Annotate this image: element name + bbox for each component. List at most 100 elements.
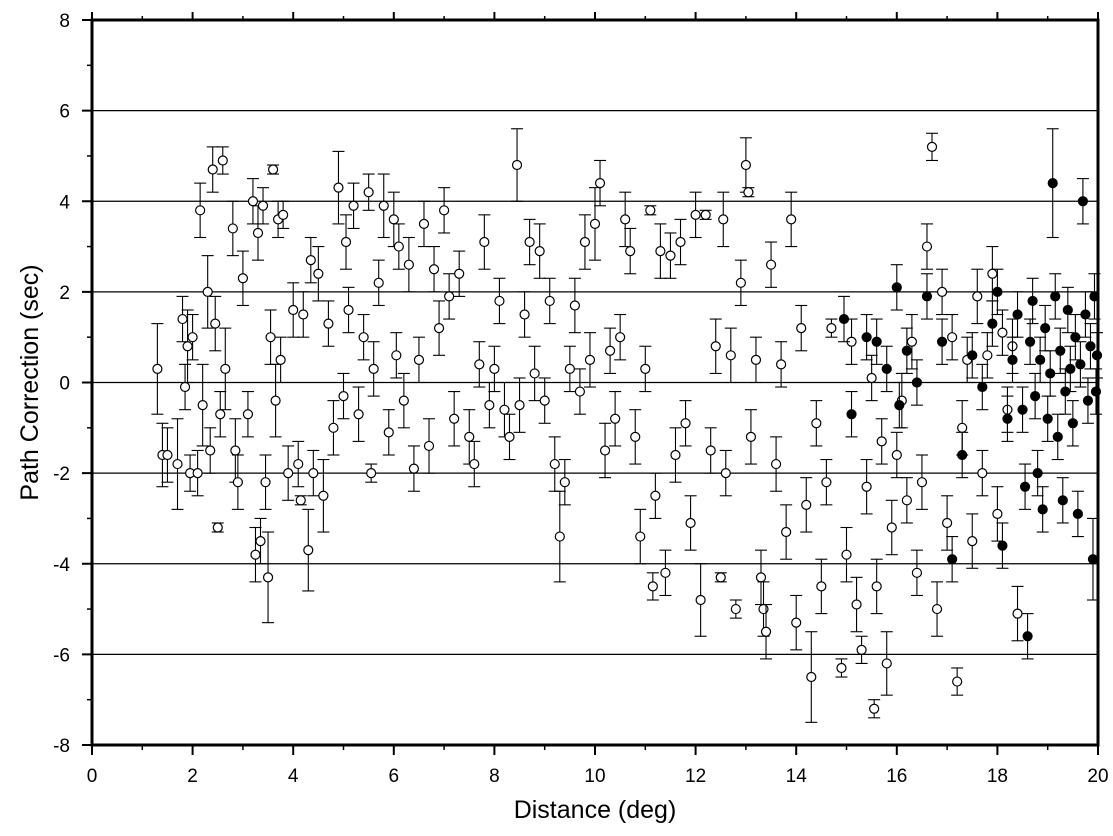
data-point-filled <box>1055 345 1066 356</box>
x-tick-label: 14 <box>786 766 808 787</box>
data-point-open <box>826 323 837 334</box>
data-point-open <box>821 477 832 488</box>
data-point-open <box>348 200 359 211</box>
data-point-open <box>539 395 550 406</box>
data-point-open <box>172 458 183 470</box>
data-point-open <box>866 372 877 384</box>
data-point-open <box>720 468 731 479</box>
data-point-open <box>670 449 681 461</box>
data-point-open <box>589 218 601 230</box>
data-point-open <box>464 431 475 442</box>
data-point-filled <box>1045 368 1056 379</box>
data-point-open <box>871 581 882 592</box>
data-point-open <box>625 245 636 257</box>
data-point-open <box>987 268 998 279</box>
data-point-open <box>916 477 928 488</box>
data-point-open <box>856 644 867 655</box>
data-point-open <box>504 431 515 442</box>
data-point-filled <box>1030 390 1041 402</box>
data-point-filled <box>1032 468 1043 479</box>
data-point-filled <box>901 345 912 356</box>
data-point-open <box>574 386 586 397</box>
data-point-filled <box>1057 495 1068 506</box>
x-tick-label: 10 <box>584 766 605 787</box>
data-point-open <box>630 431 641 442</box>
data-point-open <box>313 268 324 279</box>
data-point-open <box>730 603 741 615</box>
data-point-open <box>750 354 762 365</box>
data-point-filled <box>1062 304 1073 316</box>
data-point-open <box>423 440 435 452</box>
data-point-filled <box>891 282 902 293</box>
data-point-open <box>690 209 701 220</box>
data-point-filled <box>936 336 948 347</box>
data-point-open <box>514 400 525 411</box>
data-point-open <box>519 309 530 320</box>
data-point-filled <box>1072 508 1083 520</box>
data-point-open <box>791 617 802 628</box>
data-point-filled <box>1077 196 1089 207</box>
data-point-filled <box>1019 481 1031 492</box>
x-tick-label: 0 <box>87 766 98 787</box>
data-point-open <box>599 445 611 456</box>
data-point-open <box>338 390 349 402</box>
data-point-open <box>680 418 691 429</box>
data-point-open <box>227 223 238 234</box>
data-point-open <box>283 468 294 479</box>
data-point-open <box>288 304 299 316</box>
data-point-filled <box>1027 295 1038 307</box>
data-point-filled <box>1012 309 1023 320</box>
data-point-open <box>305 255 316 266</box>
data-point-open <box>876 436 887 447</box>
data-point-open <box>363 187 374 198</box>
data-point-open <box>275 354 286 365</box>
data-point-filled <box>921 291 933 302</box>
data-point-open <box>765 259 777 270</box>
data-point-open <box>252 227 264 239</box>
data-point-open <box>801 499 812 510</box>
data-point-filled <box>1002 413 1013 424</box>
data-point-open <box>328 422 339 433</box>
data-point-filled <box>957 449 968 461</box>
data-point-open <box>398 395 409 406</box>
data-point-open <box>534 245 545 257</box>
data-point-open <box>529 368 540 379</box>
data-point-open <box>781 526 792 538</box>
y-tick-label: 2 <box>59 283 70 304</box>
data-point-open <box>685 517 696 529</box>
data-point-filled <box>1042 413 1053 424</box>
data-point-open <box>237 273 248 284</box>
data-point-open <box>270 395 281 406</box>
data-point-open <box>479 236 490 248</box>
data-point-open <box>569 300 580 311</box>
data-point-open <box>295 495 306 506</box>
data-point-open <box>926 141 938 152</box>
data-point-open <box>182 341 193 352</box>
data-point-open <box>770 458 782 470</box>
data-point-open <box>735 277 746 288</box>
y-axis-title: Path Correction (sec) <box>16 264 44 500</box>
data-point-filled <box>911 377 923 388</box>
data-point-open <box>755 572 767 583</box>
data-point-open <box>494 295 505 307</box>
data-point-open <box>620 214 631 225</box>
data-point-open <box>433 323 445 334</box>
data-point-open <box>936 286 948 297</box>
data-point-open <box>715 572 726 583</box>
data-point-open <box>177 313 188 325</box>
x-axis-title: Distance (deg) <box>514 796 677 824</box>
data-point-open <box>499 404 510 415</box>
axis-ticks: -8 -6 -4 -2 0 2 4 6 8 0 2 4 6 8 10 12 14 16 18 20 <box>53 11 1108 787</box>
data-point-open <box>665 250 676 261</box>
data-point-open <box>650 490 661 501</box>
data-point-open <box>343 304 354 316</box>
data-point-open <box>977 468 988 479</box>
data-point-open <box>192 468 203 479</box>
data-point-filled <box>977 381 988 393</box>
data-point-open <box>267 164 279 175</box>
data-point-open <box>647 581 658 592</box>
data-point-open <box>255 535 266 547</box>
data-point-open <box>393 241 404 252</box>
data-point-open <box>250 549 261 560</box>
data-point-filled <box>871 336 882 347</box>
